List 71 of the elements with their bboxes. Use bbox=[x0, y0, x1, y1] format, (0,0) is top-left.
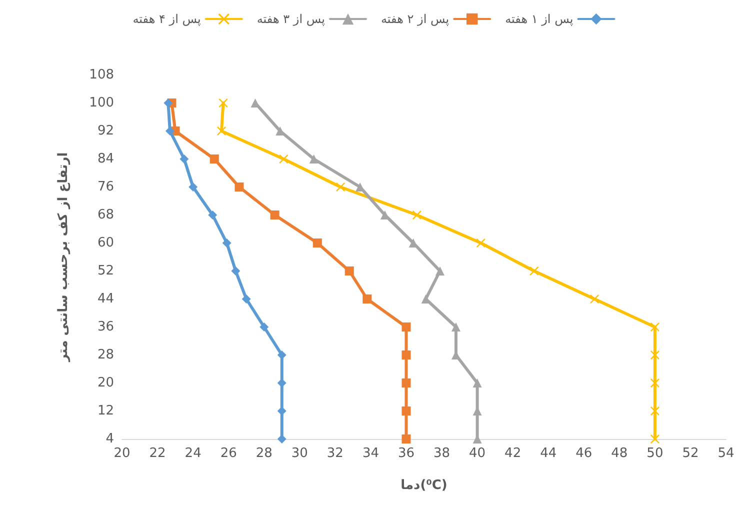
point bbox=[279, 154, 288, 164]
point bbox=[344, 266, 354, 276]
point bbox=[210, 154, 219, 164]
y-tick-label: 12 bbox=[97, 404, 114, 418]
point bbox=[165, 126, 174, 136]
point bbox=[277, 350, 286, 360]
point bbox=[260, 322, 269, 332]
point bbox=[402, 378, 411, 388]
point bbox=[402, 322, 411, 332]
point bbox=[435, 266, 444, 276]
x-tick-label: 46 bbox=[576, 446, 592, 461]
point bbox=[402, 434, 411, 444]
legend-label: پس از ۴ هفته bbox=[132, 12, 201, 26]
point bbox=[472, 378, 482, 388]
y-tick-label: 84 bbox=[97, 152, 114, 166]
x-tick-label: 20 bbox=[114, 446, 130, 461]
point bbox=[242, 294, 251, 304]
point bbox=[530, 266, 539, 276]
legend-label: پس از ۳ هفته bbox=[256, 12, 325, 26]
y-tick-label: 52 bbox=[97, 264, 114, 278]
y-tick-label: 108 bbox=[89, 68, 114, 82]
point bbox=[231, 266, 240, 276]
x-tick-label: 30 bbox=[291, 446, 308, 461]
point bbox=[188, 182, 198, 192]
x-tick-label: 28 bbox=[256, 446, 272, 461]
point bbox=[218, 98, 228, 108]
y-tick-label: 92 bbox=[97, 124, 114, 138]
x-tick-label: 42 bbox=[504, 446, 522, 461]
point bbox=[180, 154, 189, 164]
x-axis-title: دما(⁰C) bbox=[400, 478, 448, 493]
x-tick-label: 50 bbox=[646, 446, 664, 461]
y-tick-label: 36 bbox=[97, 320, 114, 334]
point bbox=[451, 322, 460, 332]
point bbox=[362, 294, 372, 304]
y-tick-label: 100 bbox=[89, 96, 114, 110]
point bbox=[208, 210, 218, 220]
x-tick-label: 40 bbox=[469, 446, 486, 461]
x-tick-label: 38 bbox=[433, 446, 450, 461]
x-tick-label: 34 bbox=[362, 446, 379, 461]
point bbox=[402, 350, 411, 360]
x-tick-label: 48 bbox=[611, 446, 628, 461]
point bbox=[402, 406, 411, 416]
point bbox=[312, 238, 322, 248]
point bbox=[277, 378, 286, 388]
point bbox=[234, 182, 244, 192]
y-tick-label: 60 bbox=[97, 236, 114, 250]
y-tick-label: 28 bbox=[97, 348, 114, 362]
point bbox=[270, 210, 280, 220]
x-tick-label: 24 bbox=[184, 446, 202, 461]
y-tick-label: 68 bbox=[97, 208, 114, 222]
point bbox=[277, 434, 286, 444]
x-tick-label: 32 bbox=[326, 446, 344, 461]
x-tick-label: 52 bbox=[682, 446, 699, 461]
y-tick-label: 76 bbox=[97, 180, 114, 194]
legend-label: پس از ۲ هفته bbox=[380, 12, 450, 26]
y-tick-label: 44 bbox=[97, 292, 114, 306]
x-tick-label: 26 bbox=[220, 446, 237, 461]
y-axis-title: ارتفاع از کف برحسب سانتی متر bbox=[56, 152, 71, 363]
point bbox=[309, 154, 318, 164]
x-tick-label: 44 bbox=[540, 446, 557, 461]
x-tick-label: 54 bbox=[718, 446, 734, 461]
point bbox=[412, 210, 422, 220]
legend-label: پس از ۱ هفته bbox=[505, 12, 574, 26]
point bbox=[277, 406, 286, 416]
x-tick-label: 36 bbox=[398, 446, 415, 461]
point bbox=[222, 238, 232, 248]
point bbox=[476, 238, 486, 248]
y-tick-label: 20 bbox=[97, 376, 114, 390]
x-tick-label: 22 bbox=[149, 446, 166, 461]
y-tick-label: 4 bbox=[106, 432, 114, 446]
point bbox=[164, 98, 173, 108]
